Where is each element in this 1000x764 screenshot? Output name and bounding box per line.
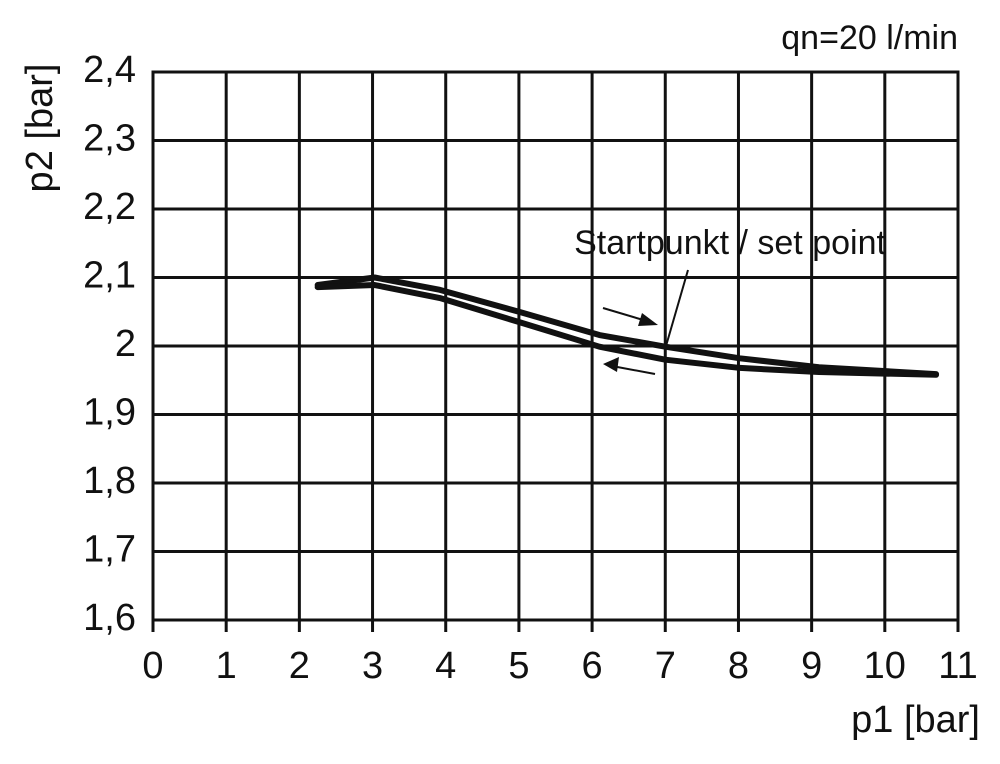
x-tick-label: 7: [655, 645, 676, 687]
curve: [314, 282, 940, 378]
x-axis-label: p1 [bar]: [851, 699, 980, 741]
x-tick-label: 11: [938, 645, 977, 687]
curve: [314, 274, 940, 378]
x-tick-label: 9: [801, 645, 822, 687]
arrow-right: [602, 307, 658, 326]
y-tick-label: 2,4: [83, 49, 136, 91]
y-tick-label: 1,7: [83, 529, 136, 571]
plot-border: [151, 70, 960, 622]
y-tick-label: 2,2: [83, 186, 136, 228]
y-tick-label: 1,9: [83, 392, 136, 434]
y-axis-label: p2 [bar]: [19, 64, 61, 193]
x-tick-label: 8: [728, 645, 749, 687]
x-tick-label: 1: [216, 645, 237, 687]
y-tick-label: 2,3: [83, 118, 136, 160]
x-tick-label: 10: [864, 645, 906, 687]
y-tick-label: 1,6: [83, 597, 136, 639]
y-tick-label: 1,8: [83, 460, 136, 502]
y-tick-label: 2: [115, 323, 136, 365]
set-point-label: Startpunkt / set point: [574, 224, 886, 262]
x-tick-label: 3: [362, 645, 383, 687]
x-tick-label: 5: [508, 645, 529, 687]
grid: [151, 70, 960, 632]
y-tick-label: 2,1: [83, 255, 136, 297]
arrow-left: [603, 357, 656, 375]
x-tick-label: 2: [289, 645, 310, 687]
x-tick-label: 6: [582, 645, 603, 687]
x-tick-label: 4: [435, 645, 456, 687]
x-tick-label: 0: [142, 645, 163, 687]
flow-note: qn=20 l/min: [781, 19, 958, 57]
leader-line: [665, 269, 689, 347]
